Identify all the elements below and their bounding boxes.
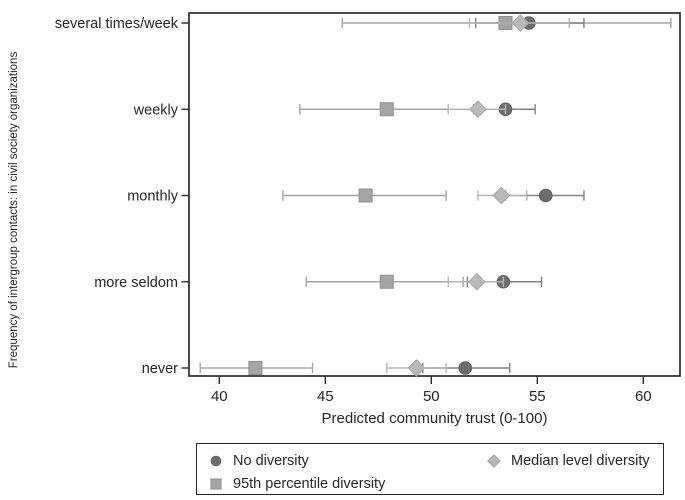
y-tick-label: weekly — [133, 102, 179, 118]
y-tick-label: several times/week — [55, 16, 179, 32]
circle-icon — [210, 455, 222, 467]
no-diversity-marker — [458, 361, 473, 375]
square-icon — [210, 478, 222, 490]
median-diversity-marker — [511, 14, 530, 32]
x-tick-label: 45 — [317, 388, 334, 405]
x-tick-label: 50 — [423, 388, 440, 405]
p95-diversity-marker — [379, 102, 394, 117]
legend-item-median-diversity: Median level diversity — [486, 451, 650, 471]
legend-circle-glyph — [210, 455, 222, 467]
legend-item-no-diversity: No diversity — [208, 451, 309, 471]
median-diversity-marker — [467, 272, 486, 291]
x-axis-title: Predicted community trust (0-100) — [321, 410, 548, 427]
p95-diversity-marker — [379, 274, 394, 289]
y-tick-label: more seldom — [94, 275, 178, 291]
p95-diversity-marker — [358, 188, 373, 203]
x-tick-label: 40 — [211, 388, 228, 405]
y-tick-label: monthly — [127, 189, 179, 205]
plot-frame — [188, 12, 681, 377]
no-diversity-marker — [538, 188, 553, 203]
legend: No diversity 95th percentile diversity M… — [196, 443, 664, 495]
legend-diamond-glyph — [487, 454, 501, 468]
legend-item-95th-percentile: 95th percentile diversity — [208, 474, 385, 494]
legend-label: Median level diversity — [511, 453, 650, 469]
median-diversity-marker — [469, 100, 487, 119]
x-tick-label: 60 — [635, 388, 652, 405]
y-tick-label: never — [142, 361, 178, 377]
median-diversity-marker — [407, 359, 426, 377]
p95-diversity-marker — [248, 361, 263, 375]
x-tick-label: 55 — [529, 388, 546, 405]
plot-area: several times/week weekly monthly more seld… — [55, 12, 681, 405]
legend-label: 95th percentile diversity — [233, 476, 386, 492]
legend-square-glyph — [210, 478, 222, 490]
legend-label: No diversity — [233, 453, 309, 469]
median-diversity-marker — [492, 186, 511, 205]
diamond-icon — [487, 454, 501, 468]
